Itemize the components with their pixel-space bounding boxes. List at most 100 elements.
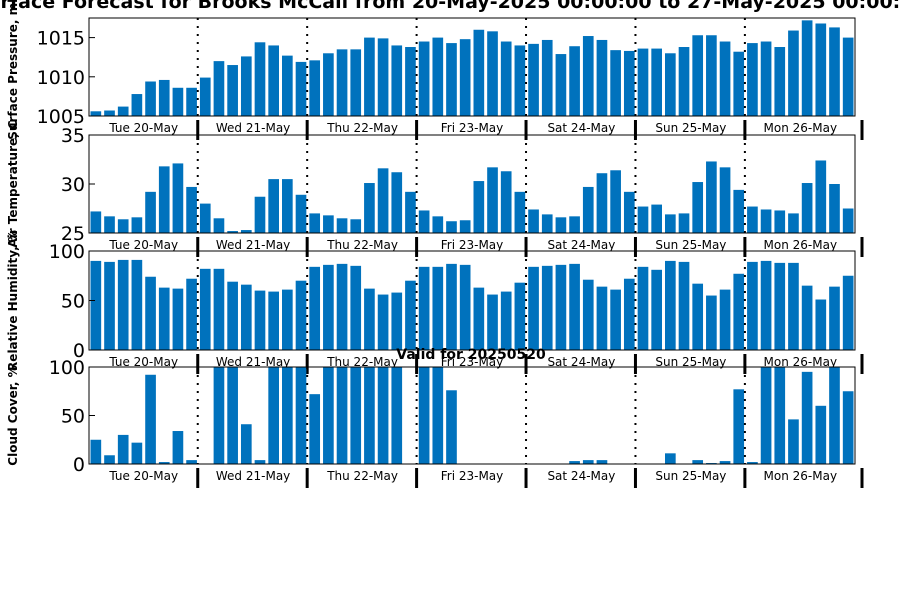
bar [842,208,854,233]
bar [254,290,266,350]
bar [446,43,457,117]
bar [336,49,348,116]
bar [637,206,649,233]
bar [692,460,704,464]
bar [158,166,170,233]
day-label: Thu 22-May [326,469,398,483]
bar [172,288,184,350]
bar [842,391,854,464]
bar [733,51,745,116]
day-label: Tue 20-May [108,121,178,135]
bar [842,275,854,350]
bar [569,46,580,116]
bar [459,220,471,233]
bar [350,219,362,233]
day-label: Mon 26-May [764,355,838,369]
bar [309,266,321,350]
bar [104,216,115,233]
bar [172,163,184,233]
bar [514,45,526,116]
day-label: Sat 24-May [547,469,615,483]
bar [145,374,156,464]
bar [145,191,156,233]
bar [610,50,621,116]
bar [131,217,143,233]
bar [446,390,457,464]
bar [801,183,813,233]
bar [323,367,334,464]
bar [172,431,184,464]
bar [254,42,266,116]
day-label: Sat 24-May [547,355,615,369]
bar [350,265,362,350]
bar [500,171,512,233]
bar [186,460,197,464]
bar [733,273,745,350]
day-label: Sun 25-May [655,469,726,483]
bar [596,286,608,350]
bar [391,45,403,116]
bar [829,367,840,464]
bar [774,210,786,233]
bar [240,284,252,350]
y-tick-label: 50 [61,291,85,313]
day-label: Sat 24-May [547,121,615,135]
bar [596,39,608,117]
y-tick-label: 0 [73,454,85,476]
bar [582,36,594,116]
bar [391,172,403,233]
bar [446,221,457,233]
bar [295,61,307,116]
bar [514,282,526,350]
bar [815,160,827,233]
day-label: Mon 26-May [764,238,838,252]
bar [596,460,608,464]
y-axis-label: Cloud Cover, % [6,365,20,465]
bar [610,289,621,350]
bar [459,264,471,350]
day-label: Tue 20-May [108,355,178,369]
bar [514,191,526,233]
bar [706,161,717,233]
bar [596,173,608,233]
bar [651,269,662,350]
day-label: Thu 22-May [326,121,398,135]
bar [227,367,238,464]
bar [323,53,334,116]
bar [692,283,704,350]
bar [131,442,143,464]
bar [158,287,170,350]
bar [637,266,649,350]
bar [186,186,197,233]
y-tick-label: 0 [73,340,85,362]
bar [747,462,758,464]
bar [158,79,170,116]
chart-panel-1: Tue 20-May Wed 21-May Thu 22-May Fri 23-May… [6,0,864,140]
bar [473,287,485,350]
bar [678,213,690,233]
y-tick-label: 30 [61,174,85,196]
bar [678,261,690,350]
y-tick-label: 50 [61,406,85,428]
bar [90,260,102,350]
bar [418,266,430,350]
bar [528,209,539,233]
bar [788,30,799,116]
day-label: Wed 21-May [216,238,290,252]
bar [747,43,758,117]
bar [815,405,827,464]
bar [569,461,580,464]
bar [487,294,498,350]
bar [665,260,676,350]
bar [487,31,498,116]
bar [117,259,129,350]
bar [131,94,143,116]
bar [323,264,334,350]
bar [309,60,321,116]
bar [282,367,293,464]
bar [282,289,293,350]
day-label: Tue 20-May [108,469,178,483]
bar [145,81,156,116]
bar [336,367,348,464]
bar [541,39,553,117]
